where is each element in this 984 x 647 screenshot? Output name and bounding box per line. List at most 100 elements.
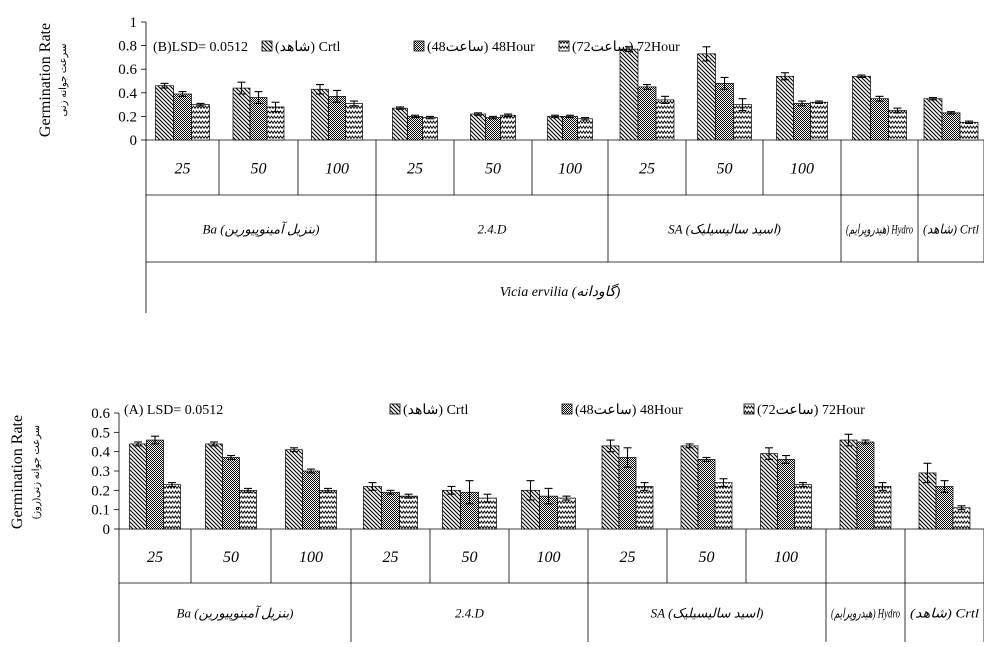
bar [319, 489, 337, 530]
group-label: Ba (بنزیل آمینوپیورین) [203, 221, 320, 238]
bar [547, 116, 563, 141]
bar [239, 489, 257, 530]
bar [888, 110, 907, 141]
bar [155, 85, 174, 141]
bar [760, 453, 778, 530]
bar [793, 103, 811, 141]
y-tick-label: 0.3 [91, 464, 110, 480]
y-tick-label: 0 [103, 522, 111, 538]
legend-swatch [743, 403, 755, 415]
bar [399, 495, 418, 530]
bar [232, 87, 251, 141]
bar [285, 449, 303, 530]
bar [407, 116, 423, 141]
category-label: 100 [790, 161, 814, 178]
bar [935, 486, 954, 530]
bar [941, 112, 961, 141]
category-label: 25 [407, 161, 423, 178]
bar [562, 116, 578, 141]
category-label: 50 [485, 161, 501, 178]
group-label: 2.4.D [478, 222, 508, 237]
y-axis-title: Germination Rate [37, 23, 54, 137]
bar [777, 459, 795, 530]
bar [129, 443, 147, 530]
group-label: (هیدروپرایم) Hydro [831, 606, 900, 622]
category-label: 25 [175, 161, 191, 178]
bar [422, 117, 438, 141]
legend-swatch [413, 40, 425, 52]
bar [873, 486, 892, 530]
bar [852, 75, 871, 141]
category-label: 50 [251, 161, 267, 178]
y-tick-label: 0.6 [118, 62, 137, 78]
panel-b: 0 0.2 0.4 0.6 0.8 1 Germination Rate سرعت جوانه… [37, 15, 984, 313]
bar [478, 497, 497, 530]
y-tick-label: 0.1 [91, 503, 110, 519]
category-label: 50 [223, 549, 239, 566]
bar [856, 441, 875, 530]
group-label: (هیدروپرایم) Hydro [846, 222, 913, 238]
bar [870, 98, 889, 141]
bar [146, 439, 164, 530]
bar [191, 104, 210, 141]
group-label: 2.4.D [455, 606, 485, 621]
y-tick-label: 0.4 [118, 86, 137, 102]
lsd-annotation: (A) LSD= 0.0512 [124, 403, 223, 418]
bar [392, 107, 408, 141]
y-axis-subtitle: سرعت جوانه زنی(روز) [31, 425, 42, 519]
group-label: (شاهد) Crtl [910, 606, 979, 621]
bar [794, 484, 812, 530]
legend-label: (ساعت72) 72Hour [757, 403, 865, 418]
group-label: Ba (بنزیل آمینوپیورین) [177, 605, 294, 622]
group-label: SA (اسید سالیسیلیک) [668, 222, 781, 237]
bar [363, 486, 382, 530]
category-label: 25 [620, 549, 636, 566]
bar [952, 507, 971, 530]
bar [601, 445, 620, 530]
y-axis-title: Germination Rate [9, 415, 26, 529]
category-label: 100 [299, 549, 323, 566]
y-tick-label: 1 [130, 15, 138, 31]
legend-swatch [261, 40, 273, 52]
y-tick-label: 0 [130, 133, 138, 149]
bar [173, 93, 192, 141]
bar [697, 459, 716, 530]
category-label: 25 [383, 549, 399, 566]
bar [839, 439, 858, 530]
y-tick-label: 0.8 [118, 39, 137, 55]
legend-swatch [389, 403, 401, 415]
legend-swatch [558, 40, 570, 52]
species-label: Vicia ervilia (گاودانه) [500, 283, 621, 300]
bar [635, 486, 654, 530]
y-tick-label: 0.5 [91, 425, 110, 441]
bar [470, 113, 486, 141]
bar [163, 484, 181, 530]
legend-label: (ساعت48) 48Hour [575, 403, 683, 418]
bar [222, 457, 240, 530]
bar [923, 98, 943, 141]
bar [345, 103, 363, 141]
bar [714, 482, 733, 530]
bar [715, 83, 734, 141]
y-tick-label: 0.2 [91, 483, 110, 499]
legend-swatch [561, 403, 573, 415]
bar [776, 75, 794, 141]
bar [557, 497, 576, 530]
bar [637, 86, 657, 141]
bar [442, 489, 461, 530]
y-tick-label: 0.4 [91, 445, 110, 461]
bar [810, 101, 828, 141]
panel-a: 0 0.1 0.2 0.3 0.4 0.5 0.6 Germination Rate سرعت … [9, 403, 984, 642]
bar [959, 121, 979, 141]
category-label: 100 [774, 549, 798, 566]
bar [328, 95, 346, 141]
y-tick-label: 0.6 [91, 406, 110, 422]
legend-label: (شاهد) Crtl [275, 40, 340, 55]
bar [680, 445, 699, 530]
category-label: 100 [325, 161, 349, 178]
bar [619, 48, 639, 141]
category-label: 50 [699, 549, 715, 566]
bar [485, 117, 501, 141]
